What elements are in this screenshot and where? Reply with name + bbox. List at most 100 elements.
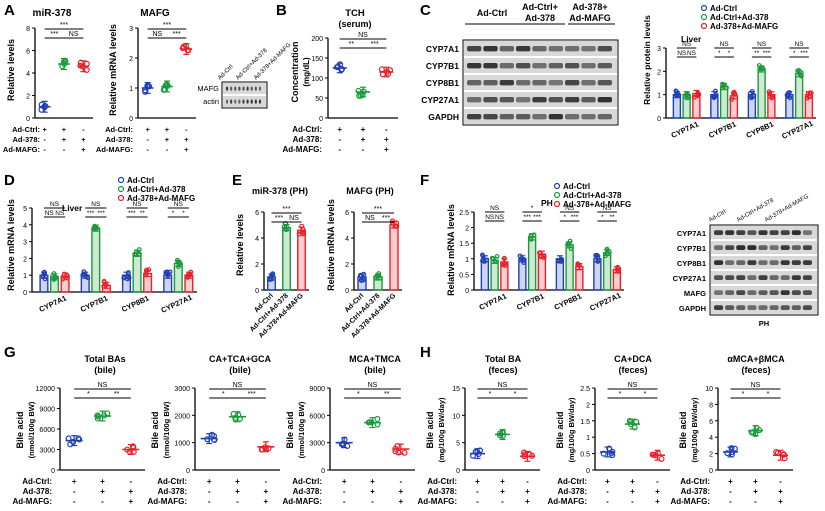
- panel-f-blot-band: [780, 305, 790, 311]
- panel-h-ylabel: Bile acid: [425, 411, 435, 448]
- chart-G3-point: [395, 449, 402, 456]
- chart-F-bar: [565, 244, 574, 291]
- treatment-sign: -: [343, 487, 346, 496]
- chart-B-point: [385, 70, 392, 77]
- chart-H3-sig-13-label: NS: [751, 382, 761, 389]
- chart-H2-tick-label: 0.5: [580, 452, 590, 459]
- treatment-sign: -: [476, 487, 479, 496]
- chart-D-sig-12-label: NS: [45, 210, 55, 217]
- panel-f-blot-band: [725, 230, 735, 236]
- chart-H2-sig-23-label: *: [644, 391, 647, 398]
- chart-F-tick-label: 2: [465, 226, 469, 233]
- treatment-sign: +: [81, 145, 86, 154]
- chart-A2-point: [145, 83, 152, 90]
- treatment-sign: -: [43, 145, 46, 154]
- treatment-sign: -: [208, 487, 211, 496]
- panel-a-blot-band: [246, 86, 249, 91]
- chart-G1-point: [75, 435, 82, 442]
- chart-C-bar: [719, 85, 729, 119]
- chart-F-bar: [490, 259, 499, 291]
- treatment-sign: +: [361, 125, 366, 134]
- treatment-sign: -: [73, 487, 76, 496]
- panel-f-blot-band: [736, 230, 746, 236]
- treatment-row-label: Ad-MAFG:: [547, 497, 587, 506]
- chart-G1-point: [65, 435, 72, 442]
- chart-H1-point: [526, 451, 533, 458]
- treatment-row-label: Ad-378:: [158, 487, 187, 496]
- chart-F-sig-12-label: ***: [523, 214, 531, 221]
- panel-h-title: Total BA: [485, 354, 522, 364]
- chart-E2-tick-label: 6: [345, 210, 349, 217]
- chart-D-point: [102, 282, 108, 288]
- panel-h-yunit: (mg/100g BW/day): [567, 397, 576, 463]
- panel-f-blot-band: [736, 245, 746, 251]
- panel-f-blot-band: [791, 275, 801, 281]
- chart-F-tick-label: 0: [465, 288, 469, 295]
- treatment-row-label: Ad-Ctrl:: [427, 477, 457, 486]
- chart-A2-sig-23-label: ***: [173, 31, 181, 38]
- legend-f-marker: [553, 200, 561, 208]
- panel-f-blot-label: PH: [759, 319, 769, 328]
- panel-f-blot-band: [747, 245, 757, 251]
- panel-c-blot-band: [483, 45, 498, 52]
- treatment-sign: +: [500, 477, 505, 486]
- legend-d-marker: [117, 176, 125, 184]
- panel-a-blot-band: [258, 99, 261, 104]
- chart-D-sig-23-label: ***: [97, 210, 105, 217]
- legend-c-marker: [700, 13, 708, 21]
- chart-A1-tick-label: 6: [26, 49, 30, 56]
- panel-c-blot-row-label: CYP8B1: [426, 78, 459, 88]
- panel-c-lane-label: Ad-MAFG: [569, 13, 611, 23]
- chart-E2-sig-23-label: ***: [382, 215, 390, 222]
- panel-d-tissue-label: Liver: [62, 203, 83, 213]
- chart-G3-point: [374, 421, 381, 428]
- panel-a-blot-band: [226, 86, 229, 91]
- chart-D-point: [50, 273, 55, 279]
- chart-G1-tick-label: 3000: [39, 448, 55, 455]
- chart-F-sig-23-label: ***: [533, 214, 541, 221]
- chart-H3-tick-label: 6: [709, 419, 713, 426]
- chart-A1-sig-23-label: NS: [69, 31, 79, 38]
- treatment-sign: +: [128, 497, 133, 506]
- panel-a-title-2: MAFG: [140, 8, 170, 19]
- panel-c-blot-band: [581, 79, 596, 86]
- chart-G3-point: [368, 419, 375, 426]
- chart-F-tick-label: 2.5: [459, 210, 469, 217]
- chart-H1-sig-13-label: NS: [498, 382, 508, 389]
- panel-g-yunit: (nmol/100g BW): [27, 401, 36, 458]
- chart-G3-point: [365, 419, 372, 426]
- chart-F-point: [494, 254, 500, 259]
- chart-G2-point: [259, 446, 266, 453]
- panel-f-blot-band: [802, 275, 812, 281]
- chart-D-sig-12-label: ***: [87, 210, 95, 217]
- chart-H3-sig-23-label: *: [767, 391, 770, 398]
- chart-H2-point: [631, 424, 638, 431]
- panel-c-blot-band: [499, 79, 514, 86]
- panel-c-blot-band: [483, 79, 498, 86]
- panel-c-blot-band: [467, 62, 482, 69]
- treatment-sign: +: [384, 135, 389, 144]
- chart-D-tick-label: 5: [23, 206, 27, 213]
- treatment-sign: +: [398, 487, 403, 496]
- panel-g-title: Total BAs: [84, 354, 125, 364]
- panel-f-blot-band: [769, 245, 779, 251]
- chart-C-sig-12-label: *: [718, 50, 721, 57]
- chart-C-sig-23-label: ***: [763, 50, 771, 57]
- panel-f-blot-band: [802, 245, 812, 251]
- panel-f-blot-band: [791, 260, 801, 266]
- treatment-sign: -: [606, 487, 609, 496]
- treatment-sign: -: [101, 497, 104, 506]
- chart-G1-point: [130, 448, 137, 455]
- treatment-sign: +: [72, 477, 77, 486]
- legend-c-marker: [700, 22, 708, 30]
- chart-F-sig-12-label: *: [563, 214, 566, 221]
- chart-D-point: [80, 272, 86, 278]
- panel-f-tissue-label: PH: [541, 198, 553, 208]
- panel-c-blot-band: [483, 96, 498, 103]
- treatment-sign: +: [500, 487, 505, 496]
- chart-G1-point: [126, 448, 133, 455]
- chart-B-tick-label: 50: [315, 96, 323, 103]
- chart-E1-tick-label: 4: [255, 236, 259, 243]
